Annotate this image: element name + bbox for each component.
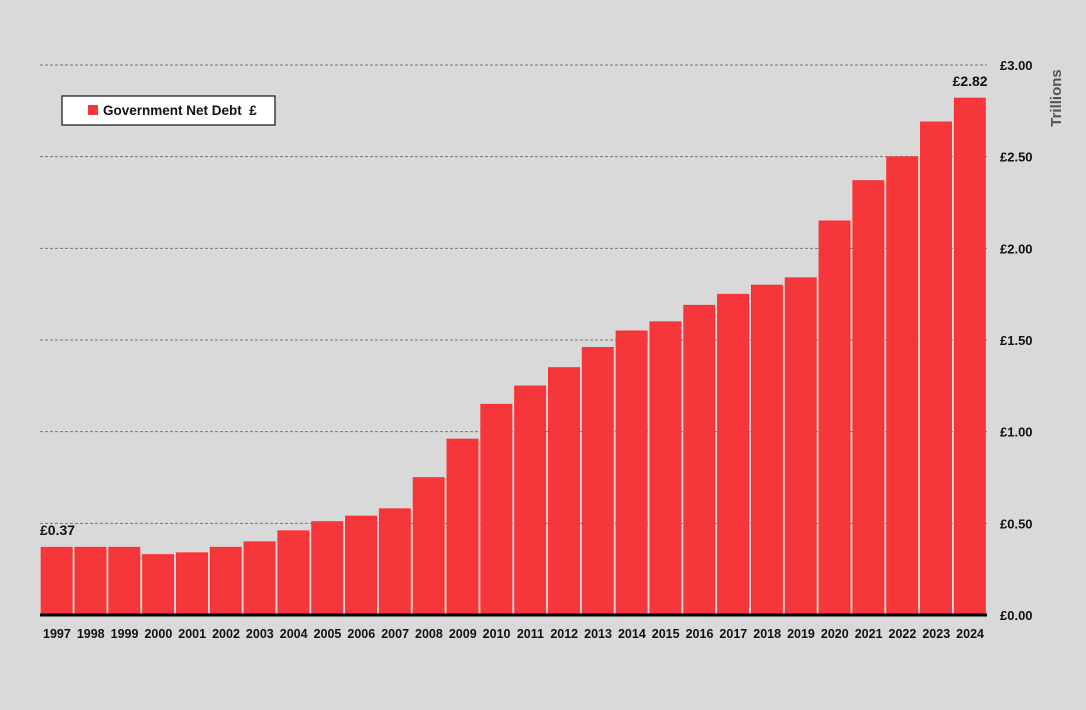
y-tick-label: £2.00 — [1000, 241, 1033, 256]
x-tick-label: 2010 — [483, 627, 511, 641]
x-tick-label: 2001 — [178, 627, 206, 641]
y-tick-label: £1.50 — [1000, 333, 1033, 348]
x-tick-label: 2018 — [753, 627, 781, 641]
legend: Government Net Debt £ — [61, 95, 276, 126]
bar-2003 — [243, 541, 276, 616]
x-tick-label: 2012 — [550, 627, 578, 641]
x-tick-label: 2014 — [618, 627, 646, 641]
bar-2004 — [277, 530, 310, 616]
bar-2014 — [615, 330, 648, 616]
x-tick-label: 2013 — [584, 627, 612, 641]
legend-swatch — [88, 105, 98, 115]
y-tick-label: £0.50 — [1000, 516, 1033, 531]
x-tick-label: 2007 — [381, 627, 409, 641]
x-tick-label: 2005 — [314, 627, 342, 641]
x-tick-label: 2002 — [212, 627, 240, 641]
bar-1999 — [108, 546, 141, 616]
bar-2019 — [784, 277, 817, 616]
x-tick-label: 2000 — [144, 627, 172, 641]
data-label: £0.37 — [40, 522, 75, 538]
bar-1998 — [74, 546, 107, 616]
bar-2017 — [717, 293, 750, 616]
bar-2009 — [446, 438, 479, 616]
y-tick-label: £1.00 — [1000, 425, 1033, 440]
bars — [40, 97, 986, 616]
x-tick-label: 2021 — [855, 627, 883, 641]
x-tick-label: 2022 — [889, 627, 917, 641]
bar-2000 — [142, 554, 175, 616]
bar-2020 — [818, 220, 851, 616]
x-tick-label: 2023 — [922, 627, 950, 641]
bar-2013 — [581, 347, 614, 616]
data-label: £2.82 — [953, 73, 988, 89]
gridlines — [40, 64, 987, 524]
legend-label: Government Net Debt £ — [103, 103, 257, 118]
x-tick-label: 2004 — [280, 627, 308, 641]
y-tick-labels: £0.00 £0.50 £1.00 £1.50 £2.00 £2.50 £3.00 — [1000, 58, 1033, 623]
bar-2022 — [886, 156, 919, 616]
x-tick-label: 2019 — [787, 627, 815, 641]
bar-2018 — [750, 284, 783, 616]
x-tick-label: 2015 — [652, 627, 680, 641]
x-tick-label: 2006 — [347, 627, 375, 641]
x-tick-label: 2003 — [246, 627, 274, 641]
bar-2010 — [480, 403, 513, 616]
x-tick-label: 1999 — [111, 627, 139, 641]
bar-2011 — [514, 385, 547, 616]
data-labels: £0.37 £2.82 — [40, 73, 988, 538]
y-tick-label: £2.50 — [1000, 150, 1033, 165]
x-tick-label: 2008 — [415, 627, 443, 641]
x-tick-label: 1997 — [43, 627, 71, 641]
x-tick-label: 2020 — [821, 627, 849, 641]
bar-2024 — [953, 97, 986, 616]
bar-2001 — [175, 552, 208, 616]
y-tick-label: £3.00 — [1000, 58, 1033, 73]
bar-2012 — [548, 367, 580, 616]
bar-2023 — [920, 121, 952, 616]
y-tick-label: £0.00 — [1000, 608, 1033, 623]
bar-2005 — [311, 521, 344, 616]
bar-2016 — [683, 304, 716, 616]
bar-2007 — [378, 508, 411, 616]
bar-2021 — [852, 180, 885, 616]
x-tick-labels: 1997 1998 1999 2000 2001 2002 2003 2004 2005 2006… — [43, 627, 984, 641]
x-tick-label: 2024 — [956, 627, 984, 641]
bar-2006 — [345, 515, 378, 616]
x-tick-label: 2016 — [686, 627, 714, 641]
x-tick-label: 1998 — [77, 627, 105, 641]
bar-2015 — [649, 321, 682, 616]
bar-2002 — [209, 546, 242, 616]
y-axis-label: Trillions — [1048, 69, 1065, 127]
x-tick-label: 2017 — [719, 627, 747, 641]
x-tick-label: 2009 — [449, 627, 477, 641]
bar-1997 — [40, 546, 73, 616]
bar-2008 — [412, 477, 445, 616]
x-tick-label: 2011 — [517, 627, 544, 641]
